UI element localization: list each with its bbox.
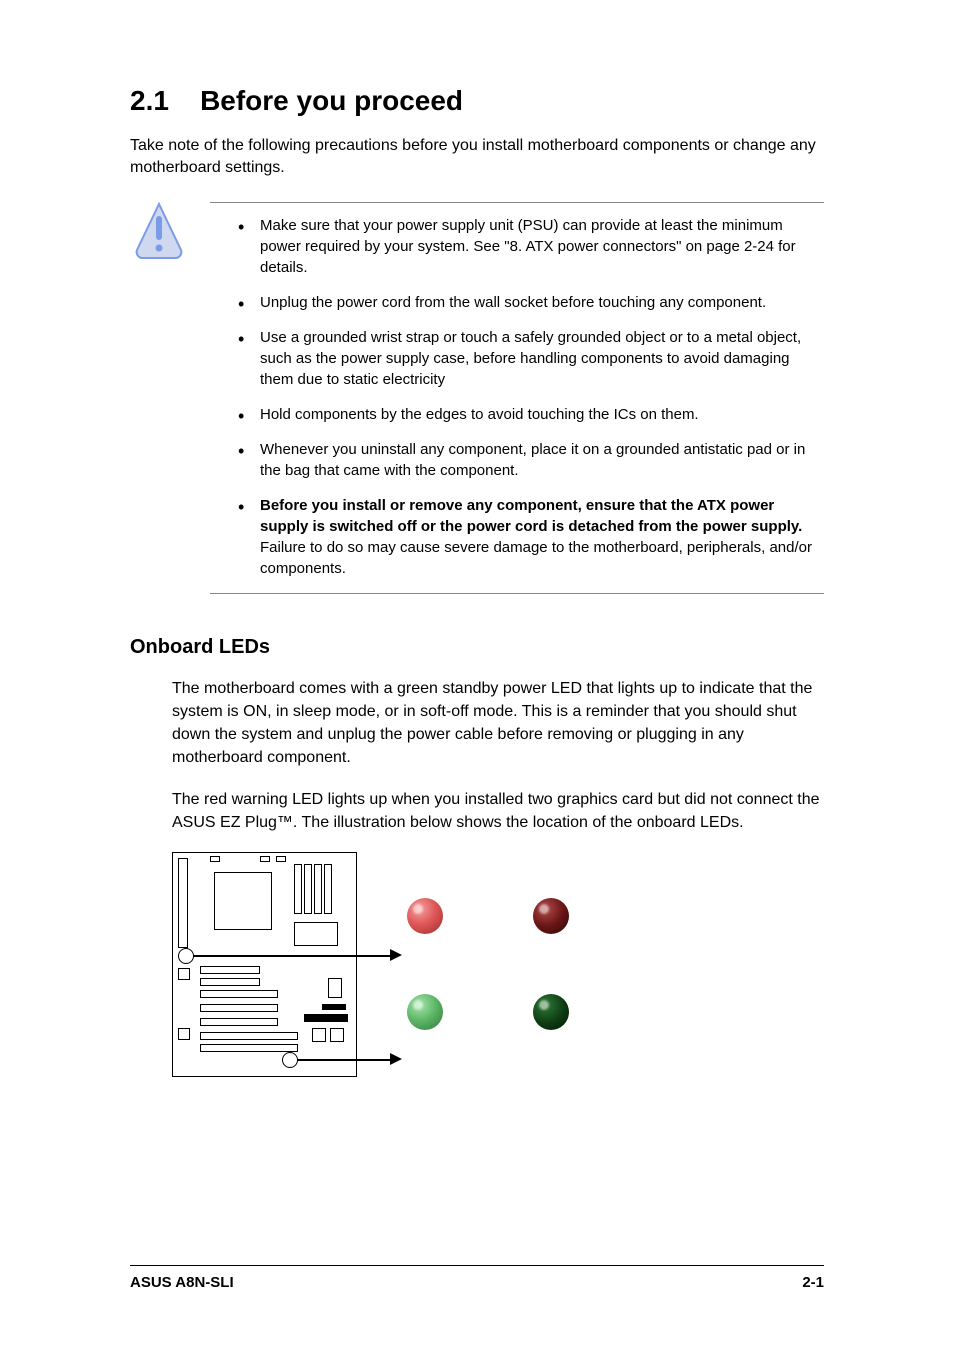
- footer-page-number: 2-1: [802, 1274, 824, 1291]
- onboard-paragraph-2: The red warning LED lights up when you i…: [172, 788, 824, 834]
- page-footer: ASUS A8N-SLI 2-1: [130, 1265, 824, 1291]
- section-number: 2.1: [130, 85, 169, 116]
- intro-paragraph: Take note of the following precautions b…: [130, 135, 824, 180]
- caution-item-4: Hold components by the edges to avoid to…: [238, 404, 824, 425]
- green-led-on: [407, 994, 443, 1030]
- led-status-grid: [407, 898, 569, 1030]
- caution-item-3: Use a grounded wrist strap or touch a sa…: [238, 327, 824, 390]
- caution-item-6: Before you install or remove any compone…: [238, 495, 824, 579]
- caution-item-1: Make sure that your power supply unit (P…: [238, 215, 824, 278]
- section-title: 2.1 Before you proceed: [130, 85, 824, 117]
- section-heading: Before you proceed: [200, 85, 463, 116]
- onboard-paragraph-1: The motherboard comes with a green stand…: [172, 677, 824, 770]
- caution-list: Make sure that your power supply unit (P…: [210, 215, 824, 579]
- green-led-off: [533, 994, 569, 1030]
- red-led-on: [407, 898, 443, 934]
- red-led-off: [533, 898, 569, 934]
- led-diagram: [172, 852, 824, 1077]
- caution-icon: [135, 202, 183, 265]
- caution-callout: Make sure that your power supply unit (P…: [210, 202, 824, 594]
- motherboard-schematic: [172, 852, 357, 1077]
- footer-product: ASUS A8N-SLI: [130, 1274, 234, 1291]
- caution-item-2: Unplug the power cord from the wall sock…: [238, 292, 824, 313]
- caution-item-5: Whenever you uninstall any component, pl…: [238, 439, 824, 481]
- onboard-leds-heading: Onboard LEDs: [130, 636, 824, 659]
